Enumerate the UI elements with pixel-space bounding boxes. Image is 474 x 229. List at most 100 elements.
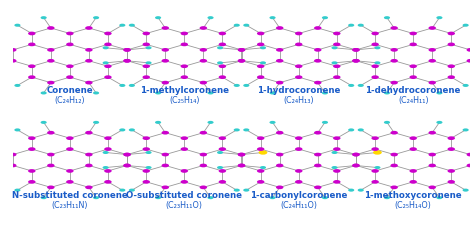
Circle shape — [217, 46, 223, 49]
Circle shape — [119, 84, 126, 87]
Circle shape — [162, 26, 169, 30]
Circle shape — [124, 48, 131, 52]
Circle shape — [47, 153, 55, 156]
Circle shape — [47, 26, 55, 30]
Circle shape — [219, 169, 226, 173]
Text: (C₂₄H₁₁O): (C₂₄H₁₁O) — [280, 201, 317, 210]
Circle shape — [295, 169, 302, 173]
Circle shape — [314, 153, 321, 156]
Circle shape — [66, 147, 73, 151]
Circle shape — [428, 164, 436, 167]
Circle shape — [143, 147, 150, 151]
Circle shape — [200, 48, 207, 52]
Circle shape — [447, 180, 455, 184]
Circle shape — [331, 46, 337, 49]
Circle shape — [124, 59, 131, 63]
Circle shape — [466, 164, 474, 167]
Circle shape — [466, 59, 474, 63]
Circle shape — [410, 180, 417, 184]
Circle shape — [358, 84, 364, 87]
Circle shape — [331, 166, 337, 169]
Circle shape — [85, 164, 92, 167]
Circle shape — [28, 64, 36, 68]
Circle shape — [155, 91, 161, 95]
Circle shape — [322, 16, 328, 19]
Circle shape — [372, 43, 379, 46]
Circle shape — [463, 24, 469, 27]
Circle shape — [260, 61, 266, 64]
Circle shape — [155, 196, 161, 199]
Circle shape — [162, 48, 169, 52]
Circle shape — [447, 147, 455, 151]
Circle shape — [143, 43, 150, 46]
Circle shape — [372, 75, 379, 79]
Circle shape — [384, 121, 390, 124]
Circle shape — [28, 147, 36, 151]
Circle shape — [200, 81, 207, 85]
Circle shape — [372, 147, 379, 151]
Circle shape — [162, 185, 169, 189]
Circle shape — [352, 153, 360, 156]
Circle shape — [257, 136, 264, 140]
Circle shape — [269, 196, 275, 199]
Circle shape — [104, 169, 112, 173]
Circle shape — [295, 43, 302, 46]
Circle shape — [219, 32, 226, 35]
Circle shape — [374, 166, 381, 169]
Circle shape — [9, 59, 17, 63]
Text: (C₂₄H₁₁): (C₂₄H₁₁) — [398, 96, 428, 105]
Circle shape — [391, 131, 398, 135]
Circle shape — [129, 24, 135, 27]
Circle shape — [410, 75, 417, 79]
Circle shape — [219, 43, 226, 46]
Circle shape — [129, 189, 135, 192]
Circle shape — [93, 91, 99, 95]
Circle shape — [47, 59, 55, 63]
Circle shape — [243, 24, 249, 27]
Circle shape — [124, 153, 131, 156]
Circle shape — [104, 147, 112, 151]
Circle shape — [260, 166, 266, 169]
Circle shape — [200, 26, 207, 30]
Circle shape — [314, 185, 321, 189]
Circle shape — [123, 59, 131, 63]
Circle shape — [352, 164, 360, 167]
Circle shape — [348, 189, 354, 192]
Circle shape — [41, 16, 47, 19]
Circle shape — [181, 32, 188, 35]
Circle shape — [9, 48, 17, 52]
Circle shape — [352, 48, 360, 52]
Circle shape — [447, 32, 455, 35]
Circle shape — [243, 189, 249, 192]
Circle shape — [352, 48, 360, 52]
Circle shape — [428, 26, 436, 30]
Circle shape — [41, 91, 47, 95]
Circle shape — [333, 32, 340, 35]
Text: 1-methoxycoronene: 1-methoxycoronene — [365, 191, 462, 200]
Text: (C₂₃H₁₁N): (C₂₃H₁₁N) — [52, 201, 88, 210]
Circle shape — [181, 64, 188, 68]
Circle shape — [238, 48, 246, 52]
Circle shape — [66, 75, 73, 79]
Circle shape — [66, 64, 73, 68]
Circle shape — [208, 16, 214, 19]
Circle shape — [276, 164, 283, 167]
Circle shape — [331, 151, 337, 154]
Circle shape — [234, 84, 240, 87]
Circle shape — [143, 75, 150, 79]
Circle shape — [146, 46, 152, 49]
Text: 1-methylcoronene: 1-methylcoronene — [140, 87, 229, 95]
Circle shape — [181, 75, 188, 79]
Circle shape — [348, 84, 354, 87]
Circle shape — [104, 75, 112, 79]
Circle shape — [358, 24, 364, 27]
Circle shape — [181, 169, 188, 173]
Circle shape — [47, 48, 55, 52]
Circle shape — [391, 164, 398, 167]
Circle shape — [217, 61, 223, 64]
Circle shape — [257, 43, 264, 46]
Circle shape — [47, 81, 55, 85]
Circle shape — [129, 84, 135, 87]
Circle shape — [314, 59, 321, 63]
Circle shape — [322, 91, 328, 95]
